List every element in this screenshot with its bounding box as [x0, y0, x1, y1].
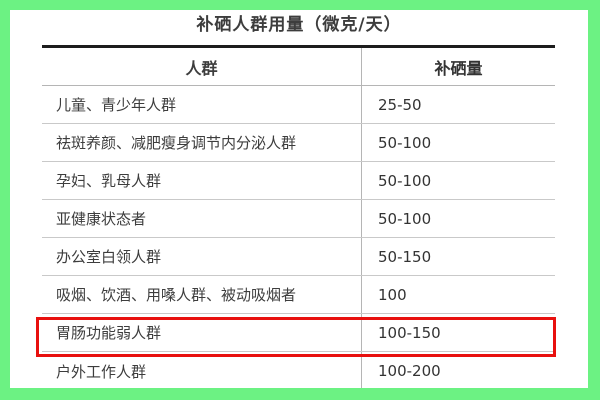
dosage-cell: 100-150 — [378, 323, 441, 342]
dosage-cell: 25-50 — [378, 95, 422, 114]
dosage-cell: 50-100 — [378, 209, 432, 228]
header-dosage: 补硒量 — [434, 58, 483, 78]
population-cell: 胃肠功能弱人群 — [42, 314, 362, 351]
population-cell: 祛斑养颜、减肥瘦身调节内分泌人群 — [42, 124, 362, 161]
page-title: 补硒人群用量（微克/天） — [196, 15, 402, 35]
population-cell: 办公室白领人群 — [42, 238, 362, 275]
population-cell: 亚健康状态者 — [42, 200, 362, 237]
table-header-row: 人群 补硒量 — [42, 48, 555, 86]
header-population: 人群 — [42, 48, 362, 85]
content-panel: 补硒人群用量（微克/天） 人群 补硒量 儿童、青少年人群 25-50 祛斑养颜、… — [10, 10, 588, 388]
population-cell: 孕妇、乳母人群 — [42, 162, 362, 199]
table-row: 亚健康状态者 50-100 — [42, 200, 555, 238]
table-row: 祛斑养颜、减肥瘦身调节内分泌人群 50-100 — [42, 124, 555, 162]
population-cell: 户外工作人群 — [42, 352, 362, 388]
dosage-cell: 50-100 — [378, 133, 432, 152]
table-row: 孕妇、乳母人群 50-100 — [42, 162, 555, 200]
dosage-table: 人群 补硒量 儿童、青少年人群 25-50 祛斑养颜、减肥瘦身调节内分泌人群 5… — [42, 45, 555, 388]
dosage-cell: 50-100 — [378, 171, 432, 190]
dosage-cell: 100 — [378, 285, 407, 304]
dosage-cell: 50-150 — [378, 247, 432, 266]
table-row: 办公室白领人群 50-150 — [42, 238, 555, 276]
population-cell: 儿童、青少年人群 — [42, 86, 362, 123]
table-row: 儿童、青少年人群 25-50 — [42, 86, 555, 124]
table-row-highlighted: 胃肠功能弱人群 100-150 — [42, 314, 555, 352]
dosage-cell: 100-200 — [378, 362, 441, 380]
population-cell: 吸烟、饮酒、用嗓人群、被动吸烟者 — [42, 276, 362, 313]
table-row: 吸烟、饮酒、用嗓人群、被动吸烟者 100 — [42, 276, 555, 314]
table-row: 户外工作人群 100-200 — [42, 352, 555, 388]
